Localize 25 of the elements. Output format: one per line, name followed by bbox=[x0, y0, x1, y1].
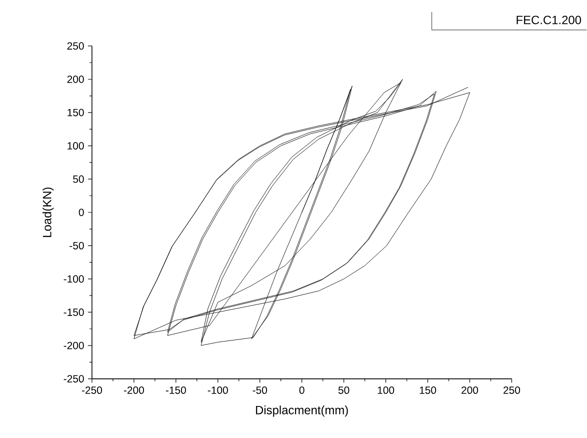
y-tick-label: 50 bbox=[73, 176, 84, 183]
x-tick-label: 100 bbox=[378, 386, 394, 394]
y-tick-label: -150 bbox=[64, 308, 84, 316]
y-tick-label: -50 bbox=[70, 242, 84, 250]
y-tick-label: -200 bbox=[64, 342, 84, 350]
x-tick-label: 0 bbox=[299, 386, 304, 394]
y-tick-label: 250 bbox=[67, 42, 84, 50]
x-tick-label: 150 bbox=[420, 386, 436, 394]
y-tick-label: 0 bbox=[78, 208, 84, 216]
x-tick-label: -50 bbox=[252, 386, 268, 394]
y-tick-label: 200 bbox=[67, 76, 84, 84]
x-tick-label: -200 bbox=[124, 386, 144, 394]
x-tick-label: -100 bbox=[208, 386, 228, 394]
x-tick-label: 200 bbox=[462, 386, 478, 394]
y-axis-title: Load(KN) bbox=[42, 188, 54, 238]
y-tick-label: 100 bbox=[68, 142, 84, 150]
y-tick-label: -100 bbox=[64, 275, 84, 283]
x-tick-label: 250 bbox=[504, 386, 520, 394]
y-tick-label: -250 bbox=[64, 375, 84, 383]
x-tick-label: 50 bbox=[338, 386, 350, 394]
x-axis-title: Displacment(mm) bbox=[256, 406, 348, 417]
x-tick-label: -250 bbox=[82, 386, 102, 394]
x-tick-label: -150 bbox=[166, 386, 186, 394]
y-tick-label: 150 bbox=[68, 108, 84, 116]
text: FEC.C1.200 bbox=[516, 16, 582, 24]
